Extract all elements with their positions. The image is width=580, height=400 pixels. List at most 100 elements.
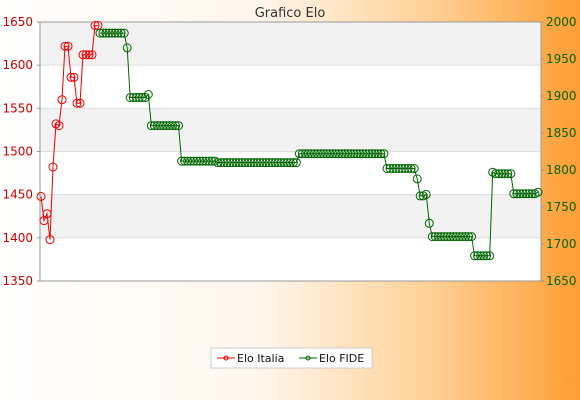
data-point <box>267 158 277 168</box>
data-point <box>75 98 85 108</box>
y-right-tick-label: 2000 <box>546 15 577 29</box>
data-point <box>300 149 310 159</box>
data-point <box>467 232 476 242</box>
y-right-tick-label: 1750 <box>546 200 577 214</box>
data-point <box>328 149 338 159</box>
y-right-tick-label: 1700 <box>546 237 577 251</box>
data-point <box>201 156 211 166</box>
data-point <box>331 149 341 159</box>
plot-band <box>40 194 541 238</box>
data-point <box>433 232 443 242</box>
data-point <box>458 232 467 242</box>
data-point <box>110 28 120 38</box>
data-point <box>291 158 301 168</box>
y-right-tick-label: 1800 <box>546 163 577 177</box>
data-point <box>98 28 108 38</box>
data-point <box>171 121 180 131</box>
data-point <box>497 169 507 179</box>
y-left-tick-label: 1600 <box>2 58 33 72</box>
data-point <box>334 149 344 159</box>
chart-title: Grafico Elo <box>255 6 326 21</box>
data-point <box>36 191 46 201</box>
data-point <box>494 169 504 179</box>
data-point <box>379 149 389 159</box>
data-point <box>192 156 202 166</box>
data-point <box>273 158 283 168</box>
y-right-tick-label: 1850 <box>546 126 577 140</box>
series-elo-italia <box>36 21 103 245</box>
legend-label-elo-italia: Elo Italia <box>237 352 284 365</box>
data-point <box>518 189 528 199</box>
data-point <box>258 158 268 168</box>
data-point <box>382 164 392 173</box>
data-point <box>255 158 265 168</box>
data-point <box>66 72 76 82</box>
data-point <box>310 149 319 159</box>
data-point <box>69 72 79 82</box>
data-point <box>140 93 150 102</box>
data-point <box>430 232 440 242</box>
y-axis-right: 1650 1700 1750 1800 1850 1900 1950 2000 <box>541 15 577 288</box>
data-point <box>349 149 359 159</box>
data-point <box>261 158 271 168</box>
data-point <box>270 158 280 168</box>
data-point <box>527 189 537 199</box>
data-point <box>225 158 235 168</box>
y-left-tick-label: 1650 <box>2 15 33 29</box>
data-point <box>397 164 407 173</box>
data-point <box>313 149 322 159</box>
data-point <box>45 235 55 245</box>
data-point <box>319 149 328 159</box>
data-point <box>482 251 492 261</box>
data-point <box>183 156 193 166</box>
data-point <box>137 93 147 102</box>
data-point <box>473 251 483 261</box>
data-point <box>177 156 187 166</box>
data-point <box>500 169 510 179</box>
data-point <box>122 43 132 53</box>
data-point <box>276 158 286 168</box>
data-point <box>400 164 410 173</box>
data-point <box>442 232 452 242</box>
plot-bands <box>40 22 541 281</box>
data-point <box>198 156 208 166</box>
data-point <box>424 218 434 228</box>
data-point <box>189 156 199 166</box>
data-point <box>146 121 156 131</box>
plot-band <box>40 65 541 109</box>
y-left-tick-label: 1550 <box>2 101 33 115</box>
data-point <box>54 121 64 131</box>
data-point <box>506 169 516 179</box>
data-point <box>306 149 316 159</box>
data-point <box>364 149 374 159</box>
legend: Elo Italia Elo FIDE <box>210 347 373 369</box>
data-point <box>116 28 126 38</box>
data-point <box>42 209 52 219</box>
data-point <box>231 158 241 168</box>
data-point <box>415 191 425 201</box>
data-point <box>337 149 347 159</box>
data-point <box>162 121 171 131</box>
data-point <box>90 21 100 30</box>
data-point <box>285 158 295 168</box>
data-point <box>72 98 82 108</box>
data-point <box>533 187 543 197</box>
data-point <box>113 28 123 38</box>
data-point <box>213 158 223 168</box>
data-point <box>119 28 129 38</box>
data-point <box>134 93 144 102</box>
data-point <box>521 189 531 199</box>
data-point <box>367 149 377 159</box>
data-point <box>101 28 111 38</box>
data-point <box>340 149 350 159</box>
data-point <box>143 90 153 99</box>
data-point <box>237 158 247 168</box>
data-point <box>282 158 292 168</box>
y-axis-left: 1350 1400 1450 1500 1550 1600 1650 <box>2 15 40 288</box>
data-point <box>524 189 534 199</box>
data-point <box>158 121 168 131</box>
data-point <box>346 149 356 159</box>
y-left-tick-label: 1450 <box>2 188 33 202</box>
data-point <box>207 156 217 166</box>
